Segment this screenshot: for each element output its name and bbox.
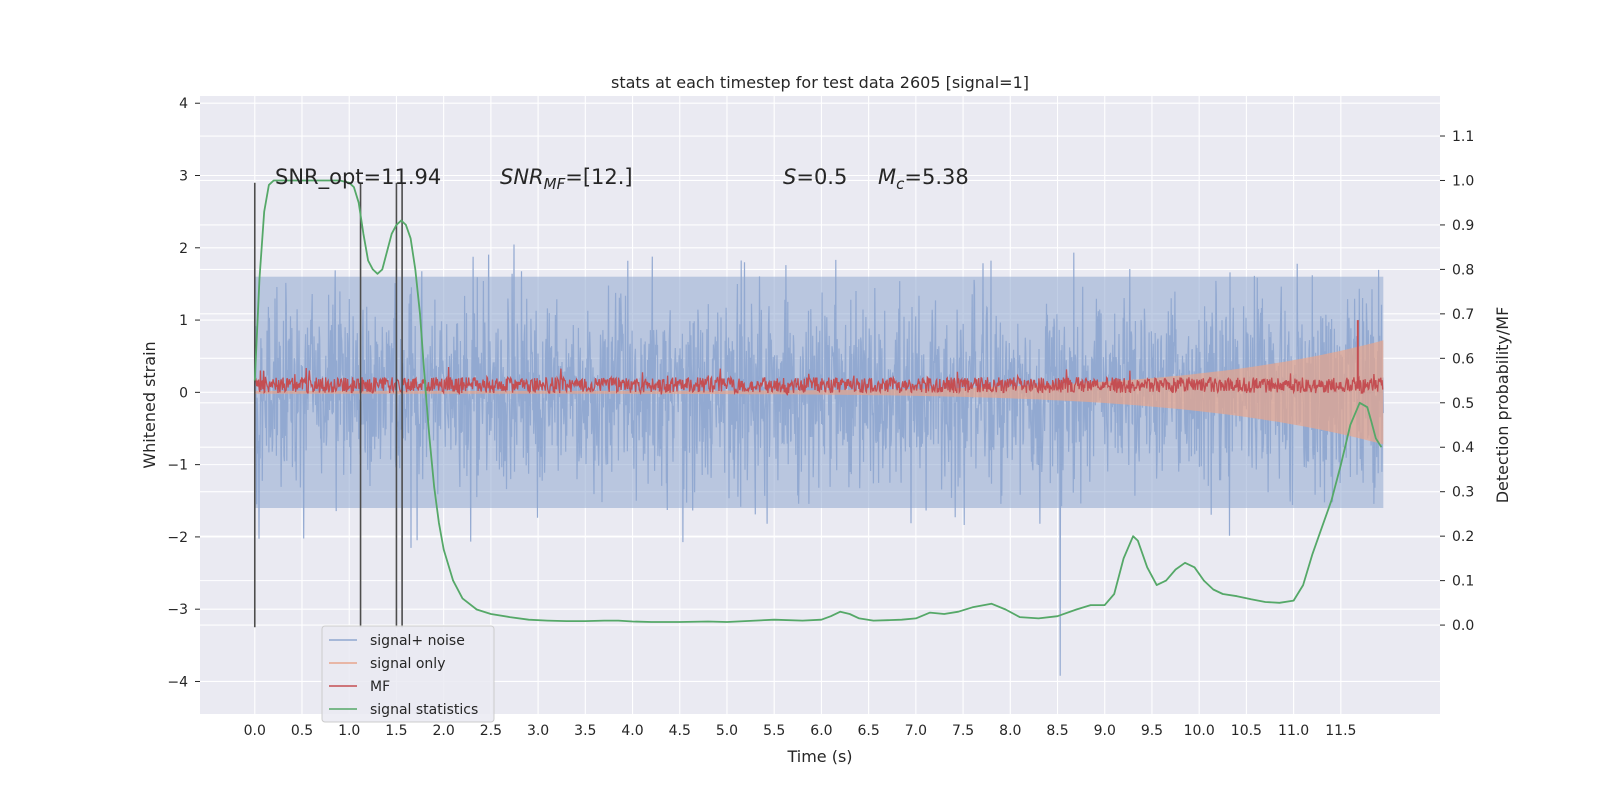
y-tick-label: 2	[179, 241, 188, 257]
x-tick-label: 10.0	[1184, 723, 1215, 739]
x-tick-label: 6.0	[810, 723, 832, 739]
y2-tick-label: 0.1	[1452, 574, 1474, 590]
series-signal-only	[254, 340, 1384, 445]
s-value: =0.5	[796, 165, 847, 189]
x-tick-label: 8.0	[999, 723, 1021, 739]
x-tick-label: 1.5	[385, 723, 407, 739]
mc-symbol: M	[878, 165, 896, 189]
y-tick-label: 1	[179, 313, 188, 329]
snr-mf-symbol: SNR	[500, 165, 544, 189]
x-tick-label: 9.0	[1094, 723, 1116, 739]
x-axis-ticks: 0.0 0.5 1.0 1.5 2.0 2.5 3.0 3.5 4.0 4.5 5.0 5.5 6.0 6…	[244, 723, 1357, 739]
x-tick-label: 11.5	[1325, 723, 1356, 739]
x-tick-label: 10.5	[1231, 723, 1262, 739]
y-axis-label: Whitened strain	[140, 341, 159, 468]
y-tick-label: 0	[179, 385, 188, 401]
y-tick-label: −2	[167, 530, 188, 546]
legend-box	[321, 625, 495, 723]
x-tick-label: 5.5	[763, 723, 785, 739]
y2-tick-label: 0.4	[1452, 440, 1474, 456]
y2-tick-label: 0.5	[1452, 396, 1474, 412]
mc-annotation: Mc=5.38	[878, 165, 969, 193]
snr-mf-value: =[12.]	[565, 165, 632, 189]
mc-value: =5.38	[904, 165, 968, 189]
x-tick-label: 3.0	[527, 723, 549, 739]
y2-tick-label: 0.7	[1452, 307, 1474, 323]
y2-tick-label: 0.2	[1452, 529, 1474, 545]
y2-axis-ticks: 1.1 1.0 0.9 0.8 0.7 0.6 0.5 0.4 0.3 0.2 0.1 0.0	[1440, 129, 1474, 634]
mc-subscript: c	[896, 175, 905, 193]
legend-label-mf: MF	[370, 679, 390, 695]
y2-tick-label: 0.8	[1452, 262, 1474, 278]
y2-tick-label: 0.9	[1452, 218, 1474, 234]
y-tick-label: −4	[167, 674, 188, 690]
snr-mf-annotation: SNRMF=[12.]	[500, 165, 633, 193]
s-annotation: S=0.5	[783, 165, 847, 189]
x-tick-label: 2.0	[433, 723, 455, 739]
x-tick-label: 3.5	[574, 723, 596, 739]
x-tick-label: 4.0	[621, 723, 643, 739]
y2-tick-label: 0.0	[1452, 618, 1474, 634]
y-tick-label: −3	[167, 602, 188, 618]
y2-tick-label: 1.0	[1452, 173, 1474, 189]
series-mf	[254, 366, 1384, 396]
y-tick-label: −1	[167, 458, 188, 474]
y2-axis-label: Detection probability/MF	[1493, 307, 1512, 504]
x-tick-label: 9.5	[1141, 723, 1163, 739]
y-axis-ticks: 4 3 2 1 0 −1 −2 −3 −4	[167, 96, 200, 690]
snr-opt-annotation: SNR_opt=11.94	[275, 165, 441, 190]
legend-label-statistics: signal statistics	[370, 702, 478, 718]
x-tick-label: 8.5	[1046, 723, 1068, 739]
y2-tick-label: 0.3	[1452, 485, 1474, 501]
y-tick-label: 4	[179, 96, 188, 112]
x-tick-label: 0.0	[244, 723, 266, 739]
y-tick-label: 3	[179, 169, 188, 185]
x-tick-label: 7.5	[952, 723, 974, 739]
x-axis-label: Time (s)	[786, 747, 852, 766]
x-tick-label: 2.5	[480, 723, 502, 739]
x-tick-label: 4.5	[669, 723, 691, 739]
snr-mf-subscript: MF	[544, 175, 566, 193]
legend-label-signal: signal only	[370, 656, 445, 672]
series-layer	[253, 179, 1384, 676]
legend-label-noise: signal+ noise	[370, 633, 465, 649]
x-tick-label: 0.5	[291, 723, 313, 739]
chart-title: stats at each timestep for test data 260…	[611, 73, 1029, 92]
x-tick-label: 7.0	[905, 723, 927, 739]
y2-tick-label: 0.6	[1452, 351, 1474, 367]
x-tick-label: 5.0	[716, 723, 738, 739]
series-signal-statistics	[253, 179, 1383, 623]
legend: signal+ noise signal only MF signal stat…	[321, 625, 495, 723]
y2-tick-label: 1.1	[1452, 129, 1474, 145]
s-symbol: S	[783, 165, 796, 189]
x-tick-label: 1.0	[338, 723, 360, 739]
x-tick-label: 6.5	[858, 723, 880, 739]
x-tick-label: 11.0	[1278, 723, 1309, 739]
